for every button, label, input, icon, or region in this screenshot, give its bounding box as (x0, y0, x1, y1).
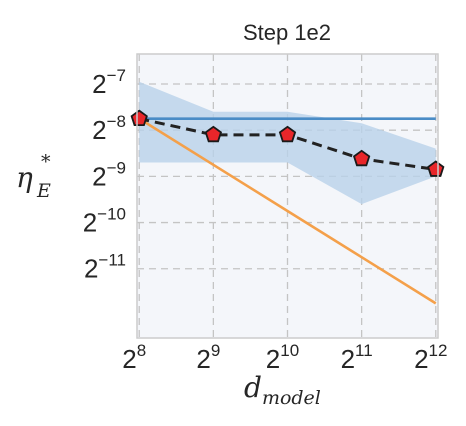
x-tick-base-2: 2 (266, 344, 280, 374)
x-tick-base-4: 2 (414, 344, 428, 374)
y-tick-base-0: 2 (92, 69, 106, 99)
y-tick-label-2: 2−9 (92, 158, 126, 191)
x-tick-label-1: 29 (196, 341, 220, 374)
series-line-2 (138, 117, 437, 305)
x-axis-label-sub: model (262, 387, 321, 409)
y-tick-base-3: 2 (83, 208, 97, 238)
x-tick-label-0: 28 (122, 341, 146, 374)
y-tick-label-3: 2−10 (83, 205, 126, 238)
x-tick-label-3: 211 (341, 341, 373, 374)
y-tick-base-4: 2 (84, 254, 98, 284)
y-tick-exp-4: −11 (98, 251, 126, 270)
y-tick-label-1: 2−8 (92, 112, 126, 145)
x-tick-label-2: 210 (266, 341, 299, 374)
x-tick-exp-2: 10 (280, 341, 299, 360)
y-tick-exp-3: −10 (97, 205, 126, 224)
x-axis-label: dmodel (244, 371, 321, 409)
y-axis-label-sup: * (41, 151, 51, 173)
confidence-band (139, 81, 436, 205)
data-point-2 (278, 125, 297, 143)
data-point-3 (352, 149, 371, 167)
y-tick-base-2: 2 (92, 161, 106, 191)
x-tick-exp-1: 9 (211, 341, 220, 360)
y-tick-labels: 2−72−82−92−102−11 (83, 66, 126, 284)
y-tick-exp-2: −9 (107, 158, 126, 177)
y-tick-exp-1: −8 (107, 112, 126, 131)
chart-title: Step 1e2 (243, 20, 331, 45)
y-axis-label-sub: E (36, 180, 51, 202)
plot-frame (136, 53, 439, 339)
y-tick-exp-0: −7 (107, 66, 126, 85)
x-tick-base-3: 2 (341, 344, 355, 374)
data-point-1 (204, 125, 223, 143)
y-tick-base-1: 2 (92, 115, 106, 145)
x-tick-base-0: 2 (122, 344, 136, 374)
y-tick-label-0: 2−7 (92, 66, 126, 99)
y-axis-label-base: η (16, 161, 33, 194)
x-tick-labels: 28 29 210 211 212 (122, 341, 447, 374)
x-axis-label-base: d (244, 371, 262, 404)
x-tick-exp-0: 8 (137, 341, 146, 360)
x-tick-exp-3: 11 (355, 341, 373, 360)
data-point-4 (427, 160, 445, 177)
x-tick-base-1: 2 (196, 344, 210, 374)
y-tick-label-4: 2−11 (84, 251, 126, 284)
x-tick-label-4: 212 (414, 341, 447, 374)
data-markers (130, 109, 445, 177)
data-point-0 (130, 109, 148, 127)
x-tick-exp-4: 12 (429, 341, 448, 360)
